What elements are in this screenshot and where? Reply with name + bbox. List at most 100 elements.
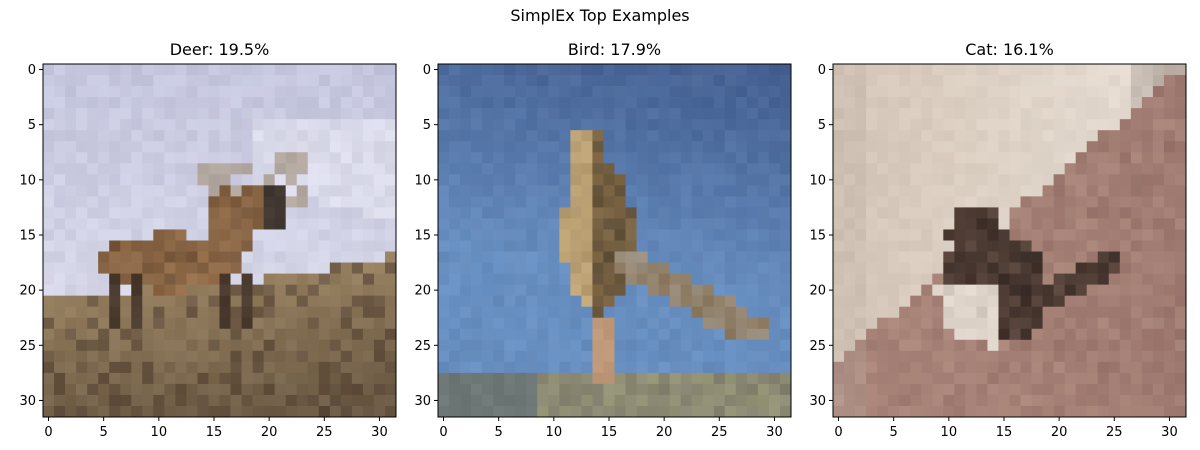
image-pixel	[1097, 119, 1110, 131]
image-pixel	[98, 295, 110, 308]
image-pixel	[1174, 339, 1187, 352]
image-pixel	[373, 328, 386, 341]
image-pixel	[109, 284, 121, 297]
image-pixel	[713, 405, 726, 418]
image-pixel	[76, 383, 88, 396]
image-pixel	[1064, 262, 1077, 274]
image-pixel	[636, 383, 648, 396]
image-pixel	[757, 350, 770, 363]
image-pixel	[647, 339, 659, 352]
image-pixel	[351, 141, 364, 153]
image-pixel	[559, 251, 571, 263]
image-pixel	[855, 372, 867, 385]
image-pixel	[208, 372, 220, 385]
image-pixel	[537, 163, 549, 175]
image-pixel	[307, 196, 320, 208]
y-tick-label: 10	[19, 173, 36, 188]
image-pixel	[351, 174, 364, 186]
image-pixel	[1119, 97, 1132, 109]
image-pixel	[866, 405, 878, 418]
image-pixel	[768, 361, 781, 374]
image-pixel	[702, 86, 715, 98]
image-pixel	[471, 295, 483, 308]
y-tick-label: 20	[19, 284, 36, 299]
image-pixel	[493, 152, 505, 164]
image-pixel	[888, 394, 900, 407]
image-pixel	[614, 284, 626, 297]
image-pixel	[910, 185, 922, 197]
image-pixel	[471, 273, 483, 285]
image-pixel	[735, 295, 748, 308]
image-pixel	[296, 64, 309, 76]
image-pixel	[318, 218, 331, 230]
image-pixel	[768, 108, 781, 120]
image-pixel	[570, 361, 582, 374]
image-pixel	[833, 97, 845, 109]
image-pixel	[252, 174, 264, 186]
image-pixel	[1174, 317, 1187, 330]
image-pixel	[899, 174, 911, 186]
image-pixel	[471, 361, 483, 374]
image-pixel	[1031, 372, 1043, 385]
image-pixel	[1108, 185, 1121, 197]
image-pixel	[340, 262, 353, 274]
image-pixel	[735, 163, 748, 175]
image-pixel	[219, 339, 231, 352]
image-pixel	[537, 108, 549, 120]
image-pixel	[647, 273, 659, 285]
image-pixel	[746, 328, 759, 341]
image-pixel	[899, 350, 911, 363]
image-pixel	[87, 152, 99, 164]
image-pixel	[131, 152, 143, 164]
image-pixel	[274, 174, 287, 186]
image-pixel	[954, 229, 966, 241]
image-pixel	[779, 141, 792, 153]
image-pixel	[493, 306, 505, 319]
image-pixel	[976, 163, 988, 175]
image-pixel	[504, 163, 516, 175]
image-pixel	[98, 75, 110, 87]
image-pixel	[998, 174, 1010, 186]
image-pixel	[833, 119, 845, 131]
image-pixel	[131, 251, 143, 263]
image-pixel	[570, 229, 582, 241]
image-pixel	[65, 262, 77, 274]
image-pixel	[1053, 141, 1066, 153]
image-pixel	[713, 185, 726, 197]
image-pixel	[438, 130, 450, 142]
image-pixel	[307, 86, 320, 98]
image-pixel	[724, 86, 737, 98]
image-pixel	[186, 306, 198, 319]
image-pixel	[87, 383, 99, 396]
image-pixel	[65, 350, 77, 363]
image-pixel	[131, 317, 143, 330]
image-pixel	[153, 229, 165, 241]
image-pixel	[866, 372, 878, 385]
image-pixel	[241, 251, 253, 263]
image-pixel	[252, 119, 264, 131]
image-pixel	[943, 394, 955, 407]
image-pixel	[691, 130, 704, 142]
image-pixel	[548, 218, 560, 230]
image-pixel	[691, 394, 704, 407]
image-pixel	[987, 229, 999, 241]
image-pixel	[987, 163, 999, 175]
x-tick-label: 0	[834, 425, 842, 440]
image-pixel	[603, 372, 615, 385]
image-pixel	[373, 119, 386, 131]
image-pixel	[987, 251, 999, 263]
image-pixel	[329, 273, 342, 285]
image-pixel	[625, 152, 637, 164]
image-pixel	[131, 262, 143, 274]
image-pixel	[340, 229, 353, 241]
image-pixel	[954, 185, 966, 197]
image-pixel	[307, 218, 320, 230]
image-pixel	[186, 339, 198, 352]
image-pixel	[175, 86, 187, 98]
image-pixel	[76, 306, 88, 319]
image-pixel	[647, 152, 659, 164]
image-pixel	[241, 383, 253, 396]
image-pixel	[1141, 394, 1154, 407]
image-pixel	[570, 207, 582, 219]
image-pixel	[197, 86, 209, 98]
